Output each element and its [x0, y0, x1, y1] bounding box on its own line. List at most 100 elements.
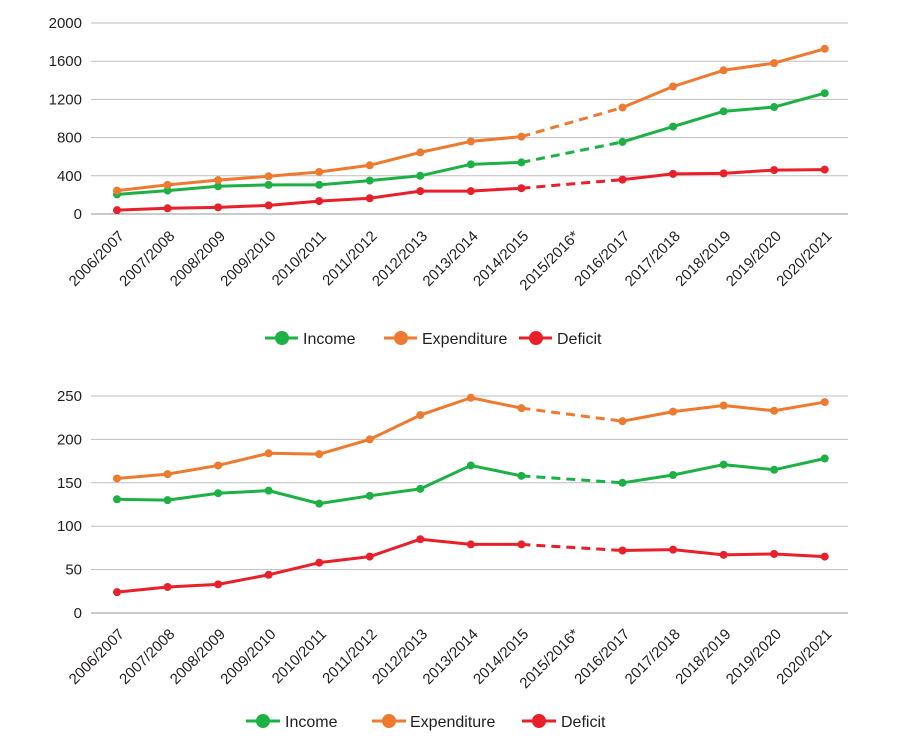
series-line-segment — [115, 189, 170, 196]
series-line-segment — [115, 183, 170, 193]
series-line-segment — [772, 456, 827, 472]
legend-item-expenditure: Expenditure — [384, 331, 507, 348]
data-point — [820, 165, 829, 174]
series-line-segment — [166, 178, 220, 187]
data-point — [214, 182, 223, 191]
data-point — [264, 172, 273, 181]
series-line-segment — [772, 47, 827, 65]
data-point — [163, 186, 172, 195]
data-point — [315, 558, 324, 567]
series-expenditure — [113, 44, 829, 195]
data-point — [416, 187, 425, 196]
series-line-segment — [317, 179, 372, 187]
data-point — [517, 540, 526, 549]
series-line-segment — [772, 91, 827, 109]
series-line-segment — [621, 85, 675, 110]
series-line-segment — [772, 552, 827, 559]
series-line-dashed-segment — [521, 474, 623, 485]
data-point — [770, 406, 779, 415]
legend: Income Expenditure Deficit — [265, 331, 602, 348]
series-line-segment — [469, 160, 523, 166]
series-line-segment — [317, 196, 372, 203]
legend-label: Expenditure — [422, 331, 507, 348]
series-line-segment — [368, 174, 422, 183]
series-line-segment — [317, 494, 372, 506]
data-point — [113, 588, 121, 597]
data-point — [315, 499, 324, 508]
series-line-segment — [267, 170, 321, 178]
legend-item-deficit: Deficit — [519, 331, 602, 348]
data-point — [669, 407, 678, 416]
data-point — [264, 201, 273, 210]
series-line-segment — [216, 203, 271, 209]
series-line-segment — [115, 472, 170, 480]
y-tick-label: 400 — [57, 168, 82, 185]
data-point — [365, 491, 374, 500]
legend-item-income: Income — [265, 331, 356, 348]
series-line-dashed-segment — [521, 178, 623, 190]
data-point — [214, 203, 223, 212]
series-line-segment — [621, 125, 675, 144]
series-line-segment — [621, 172, 675, 182]
series-line-segment — [621, 473, 675, 485]
data-point — [719, 401, 728, 410]
legend-label: Income — [285, 714, 338, 731]
series-line-segment — [115, 585, 170, 594]
data-point — [416, 148, 425, 157]
data-point — [416, 535, 425, 544]
series-line-segment — [166, 463, 220, 476]
data-point — [113, 474, 121, 483]
series-line-segment — [368, 413, 422, 441]
series-line-segment — [267, 489, 321, 506]
data-point — [163, 180, 172, 189]
legend-marker — [394, 331, 408, 345]
series-line-segment — [418, 139, 473, 154]
y-tick-label: 150 — [57, 475, 82, 492]
series-deficit — [113, 535, 829, 597]
data-point — [719, 169, 728, 178]
data-point — [719, 550, 728, 559]
data-point — [315, 167, 324, 176]
data-point — [466, 137, 475, 146]
y-tick-label: 250 — [57, 388, 82, 405]
series-line-segment — [671, 68, 726, 89]
data-point — [113, 186, 121, 195]
legend-marker — [532, 714, 546, 728]
series-line-segment — [216, 573, 271, 586]
data-point — [315, 450, 324, 459]
series-line-segment — [216, 451, 271, 467]
legend-item-deficit: Deficit — [522, 714, 606, 731]
data-point — [618, 103, 627, 112]
series-line-segment — [115, 497, 170, 502]
data-point — [214, 461, 223, 470]
chart-1: 0 400 800 1200 1600 2000 2006/20072007/2008200… — [49, 15, 848, 348]
series-line-segment — [621, 548, 675, 553]
data-point — [416, 411, 425, 420]
y-tick-label: 1600 — [49, 53, 82, 70]
data-point — [618, 175, 627, 184]
y-tick-label: 200 — [57, 431, 82, 448]
series-line-segment — [368, 189, 422, 200]
y-tick-label: 0 — [74, 605, 82, 622]
data-point — [466, 393, 475, 402]
series-line-segment — [166, 491, 220, 502]
data-point — [820, 398, 829, 407]
y-tick-label: 800 — [57, 130, 82, 147]
legend-item-income: Income — [246, 714, 338, 731]
x-tick-labels: 2006/20072007/20082008/20092009/20102010… — [66, 626, 836, 692]
data-point — [214, 489, 223, 498]
data-point — [517, 158, 526, 167]
series-line-segment — [317, 555, 372, 565]
legend-marker — [256, 714, 270, 728]
series-line-segment — [317, 163, 372, 174]
data-point — [264, 449, 273, 458]
data-point — [315, 180, 324, 189]
data-point — [618, 546, 627, 555]
series-income — [113, 89, 829, 199]
y-tick-label: 50 — [65, 562, 82, 579]
x-tick-label: 2020/2021 — [773, 228, 835, 290]
series-line-segment — [671, 404, 726, 414]
series-line-segment — [216, 489, 271, 495]
y-tick-label: 2000 — [49, 15, 82, 32]
series-line-segment — [166, 582, 220, 589]
